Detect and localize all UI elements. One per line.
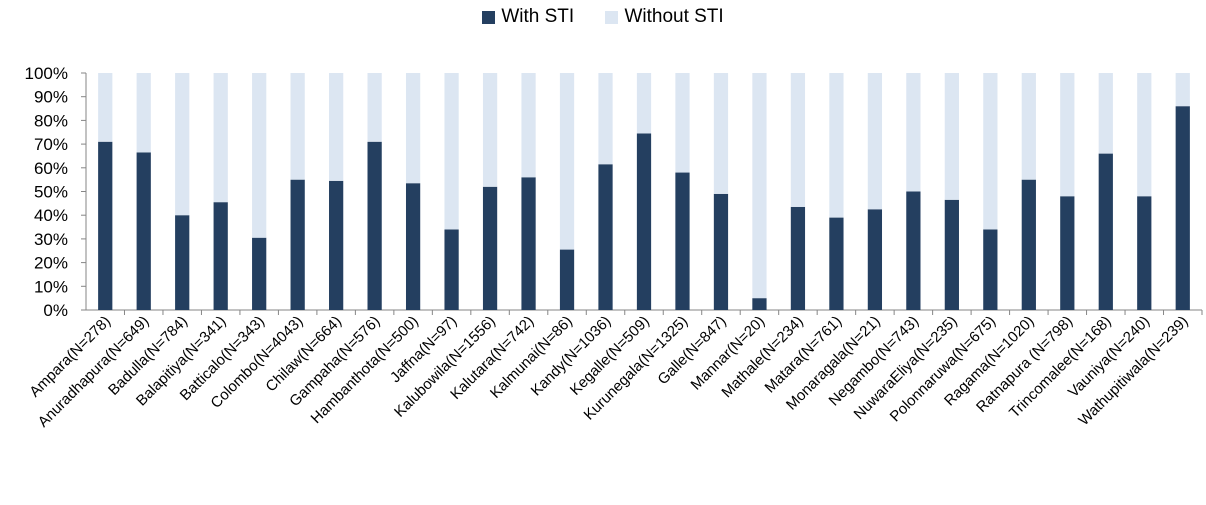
- y-tick-label: 50%: [34, 183, 68, 202]
- bar-segment-with-sti: [290, 179, 305, 310]
- y-tick-label: 40%: [34, 206, 68, 225]
- bar-segment-without-sti: [136, 73, 151, 153]
- bar-segment-without-sti: [444, 73, 459, 230]
- bar-segment-without-sti: [598, 73, 613, 165]
- bar-segment-with-sti: [790, 206, 806, 310]
- bar-segment-without-sti: [906, 73, 921, 192]
- bar-segment-with-sti: [329, 180, 344, 310]
- y-tick-label: 90%: [34, 88, 68, 107]
- bar-segment-with-sti: [598, 164, 613, 310]
- bar-segment-with-sti: [867, 209, 883, 310]
- bar-segment-with-sti: [367, 141, 382, 310]
- bar-segment-without-sti: [98, 73, 113, 142]
- bar-segment-with-sti: [944, 199, 959, 310]
- legend-swatch-with-sti: [482, 10, 496, 24]
- bar-segment-without-sti: [405, 73, 421, 184]
- bar-segment-without-sti: [1098, 73, 1113, 154]
- bar-segment-with-sti: [983, 229, 998, 310]
- legend-label-without-sti: Without STI: [624, 6, 724, 27]
- bar-segment-without-sti: [290, 73, 305, 180]
- bar-segment-with-sti: [1175, 106, 1190, 311]
- legend: With STI Without STI: [0, 6, 1206, 30]
- bar-segment-without-sti: [713, 73, 729, 194]
- bar-segment-with-sti: [136, 152, 151, 310]
- bar-segment-without-sti: [367, 73, 382, 142]
- bar-segment-with-sti: [636, 133, 652, 310]
- bar-segment-without-sti: [482, 73, 498, 187]
- bar-segment-without-sti: [1021, 73, 1036, 180]
- legend-swatch-without-sti: [605, 10, 619, 24]
- bar-segment-without-sti: [983, 73, 998, 230]
- bar-segment-with-sti: [252, 237, 267, 310]
- y-tick-label: 60%: [34, 159, 68, 178]
- bar-segment-with-sti: [1098, 153, 1113, 310]
- y-tick-label: 80%: [34, 111, 68, 130]
- bar-segment-with-sti: [213, 202, 228, 310]
- bar-segment-with-sti: [559, 249, 575, 310]
- bar-segment-without-sti: [1060, 73, 1075, 197]
- bar-segment-without-sti: [790, 73, 806, 207]
- bar-segment-with-sti: [713, 193, 729, 310]
- bar-segment-without-sti: [867, 73, 883, 210]
- bar-segment-without-sti: [944, 73, 959, 200]
- bar-segment-with-sti: [444, 229, 459, 310]
- bar-segment-without-sti: [559, 73, 575, 250]
- bar-segment-without-sti: [521, 73, 536, 178]
- bar-segment-with-sti: [1021, 179, 1036, 310]
- y-tick-label: 0%: [43, 301, 68, 320]
- legend-item-with-sti: With STI: [482, 6, 574, 28]
- bar-segment-without-sti: [1137, 73, 1152, 197]
- legend-label-with-sti: With STI: [501, 6, 575, 27]
- bar-segment-with-sti: [829, 217, 844, 310]
- y-tick-label: 70%: [34, 135, 68, 154]
- y-tick-label: 100%: [25, 64, 68, 83]
- bar-segment-with-sti: [482, 186, 498, 310]
- bar-segment-with-sti: [521, 177, 536, 310]
- bar-segment-without-sti: [175, 73, 190, 216]
- bar-segment-without-sti: [213, 73, 228, 203]
- bar-segment-with-sti: [1060, 196, 1075, 310]
- bar-segment-without-sti: [675, 73, 690, 173]
- bar-segment-without-sti: [1175, 73, 1190, 107]
- bar-segment-with-sti: [1137, 196, 1152, 310]
- bar-segment-without-sti: [829, 73, 844, 218]
- bar-segment-with-sti: [98, 141, 113, 310]
- bar-segment-without-sti: [752, 73, 767, 299]
- y-tick-label: 20%: [34, 254, 68, 273]
- bar-segment-with-sti: [675, 172, 690, 310]
- bar-segment-with-sti: [405, 183, 421, 310]
- legend-item-without-sti: Without STI: [605, 6, 724, 28]
- bar-segment-with-sti: [175, 215, 190, 310]
- bar-segment-without-sti: [252, 73, 267, 238]
- bar-segment-with-sti: [906, 191, 921, 310]
- bar-segment-without-sti: [636, 73, 652, 134]
- bar-segment-without-sti: [329, 73, 344, 181]
- y-tick-label: 30%: [34, 230, 68, 249]
- bar-segment-with-sti: [752, 298, 767, 310]
- y-tick-label: 10%: [34, 277, 68, 296]
